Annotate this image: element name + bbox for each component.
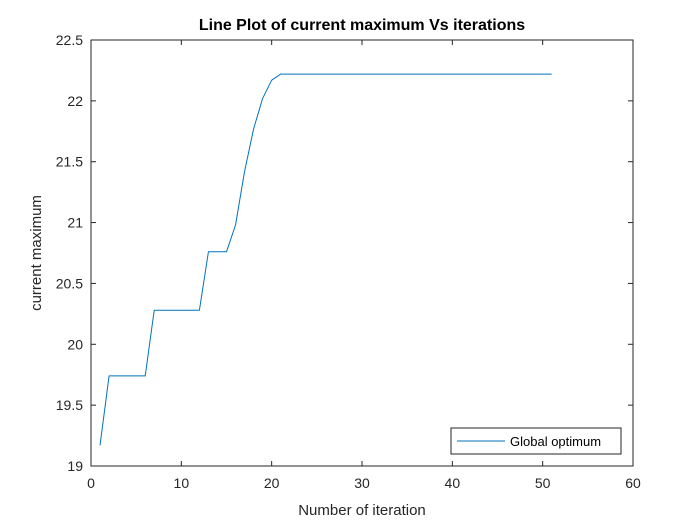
x-tick-label: 30 [354,475,370,491]
series-line-global-optimum [99,73,552,446]
x-axis-label: Number of iteration [298,502,426,519]
x-tick-label: 50 [535,475,551,491]
y-tick-label: 20 [67,336,83,352]
plot-frame [90,39,634,467]
y-tick-label: 21.5 [56,154,83,170]
x-tick-label: 40 [445,475,461,491]
legend[interactable]: Global optimum [450,427,622,455]
chart-title: Line Plot of current maximum Vs iteratio… [199,17,525,34]
y-tick-label: 19.5 [56,397,83,413]
legend-entry-label: Global optimum [510,434,601,449]
y-tick-label: 20.5 [56,275,83,291]
y-axis-label: current maximum [28,195,45,311]
plot-area [91,40,633,466]
y-tick-label: 22 [67,93,83,109]
axis-tick-labels: 0 10 20 30 40 50 60 19 19.5 20 20.5 21 21.5 22 22.5 [56,32,641,491]
y-tick-label: 19 [67,458,83,474]
x-tick-label: 60 [625,475,641,491]
x-tick-label: 20 [264,475,280,491]
y-tick-label: 22.5 [56,32,83,48]
y-tick-label: 21 [67,215,83,231]
x-tick-label: 10 [174,475,190,491]
x-tick-label: 0 [87,475,95,491]
series-layer [99,73,552,446]
